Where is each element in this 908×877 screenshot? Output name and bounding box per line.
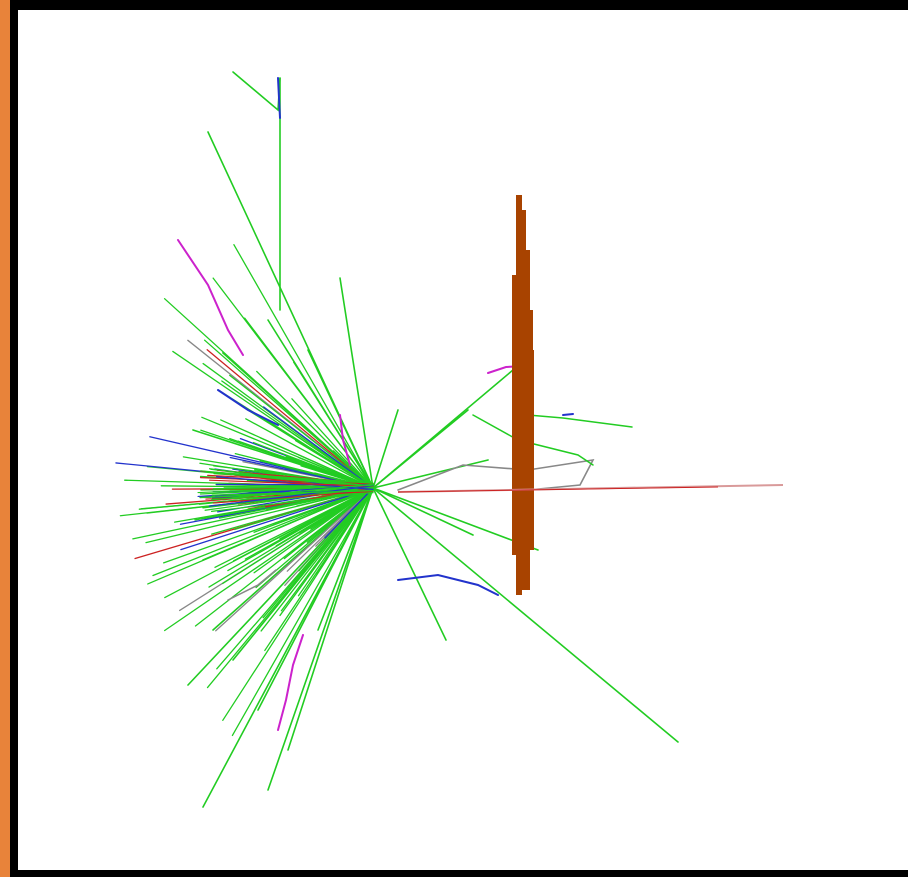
green-track bbox=[231, 487, 374, 737]
detector-plate bbox=[512, 195, 534, 595]
beam-line bbox=[397, 484, 784, 493]
detector-plate-segment bbox=[530, 350, 534, 550]
magenta-track bbox=[277, 634, 304, 731]
detector-plate-segment bbox=[512, 275, 518, 555]
core-track bbox=[208, 479, 374, 488]
green-track bbox=[203, 339, 374, 489]
blue-track bbox=[324, 487, 374, 539]
core-track bbox=[207, 471, 374, 488]
green-track bbox=[194, 487, 374, 627]
green-track bbox=[172, 350, 374, 489]
core-track bbox=[210, 491, 374, 512]
green-track bbox=[253, 487, 374, 574]
track-group bbox=[115, 71, 679, 808]
green-track bbox=[163, 298, 374, 489]
green-track bbox=[527, 414, 633, 428]
green-track bbox=[152, 487, 374, 577]
left-accent-bar bbox=[0, 0, 10, 877]
gray-track bbox=[227, 569, 277, 601]
green-track bbox=[257, 487, 374, 711]
green-track bbox=[287, 487, 374, 751]
red-track bbox=[206, 349, 374, 489]
blue-track bbox=[262, 406, 374, 489]
green-track bbox=[339, 277, 374, 489]
green-track bbox=[232, 71, 281, 112]
blue-track bbox=[397, 573, 499, 596]
green-track bbox=[372, 409, 469, 489]
core-track bbox=[211, 483, 374, 501]
core-track bbox=[215, 483, 374, 490]
green-track bbox=[201, 416, 374, 489]
green-track bbox=[244, 487, 374, 560]
core-track bbox=[212, 490, 374, 504]
green-track bbox=[372, 487, 679, 743]
detector-plate-segment bbox=[524, 250, 530, 590]
gray-track bbox=[397, 458, 595, 491]
green-track bbox=[280, 487, 374, 612]
green-track bbox=[472, 414, 594, 466]
green-track bbox=[267, 487, 374, 791]
detector-plate-segment bbox=[520, 210, 526, 590]
particle-tracks-scene bbox=[115, 71, 784, 808]
green-track bbox=[372, 487, 474, 536]
blue-track bbox=[180, 487, 374, 551]
detector-plate-segment bbox=[516, 195, 522, 595]
green-track bbox=[147, 487, 374, 585]
green-track bbox=[291, 398, 374, 489]
green-track bbox=[309, 487, 374, 529]
green-track bbox=[317, 487, 374, 631]
green-track bbox=[214, 487, 374, 568]
green-track bbox=[229, 374, 374, 489]
blue-track bbox=[277, 77, 281, 119]
magenta-track bbox=[177, 239, 244, 356]
gray-track bbox=[215, 487, 374, 632]
green-track bbox=[260, 487, 374, 632]
beam-line-core bbox=[397, 486, 719, 493]
blue-track bbox=[217, 389, 279, 426]
green-track bbox=[233, 243, 374, 489]
core-track bbox=[208, 485, 374, 507]
blue-track bbox=[562, 413, 574, 416]
green-track bbox=[164, 487, 374, 632]
green-track bbox=[245, 418, 374, 489]
core-track bbox=[211, 490, 374, 496]
green-track bbox=[293, 361, 374, 489]
green-track bbox=[372, 409, 399, 489]
green-track bbox=[372, 487, 539, 551]
magenta-track bbox=[339, 414, 351, 466]
green-track bbox=[372, 487, 447, 641]
event-display-viewport[interactable] bbox=[18, 10, 908, 870]
green-track bbox=[244, 317, 374, 489]
green-track bbox=[256, 370, 374, 489]
core-track bbox=[200, 470, 374, 487]
green-track bbox=[294, 439, 374, 489]
green-track bbox=[264, 487, 374, 652]
green-track bbox=[259, 437, 374, 489]
green-track bbox=[262, 487, 374, 619]
